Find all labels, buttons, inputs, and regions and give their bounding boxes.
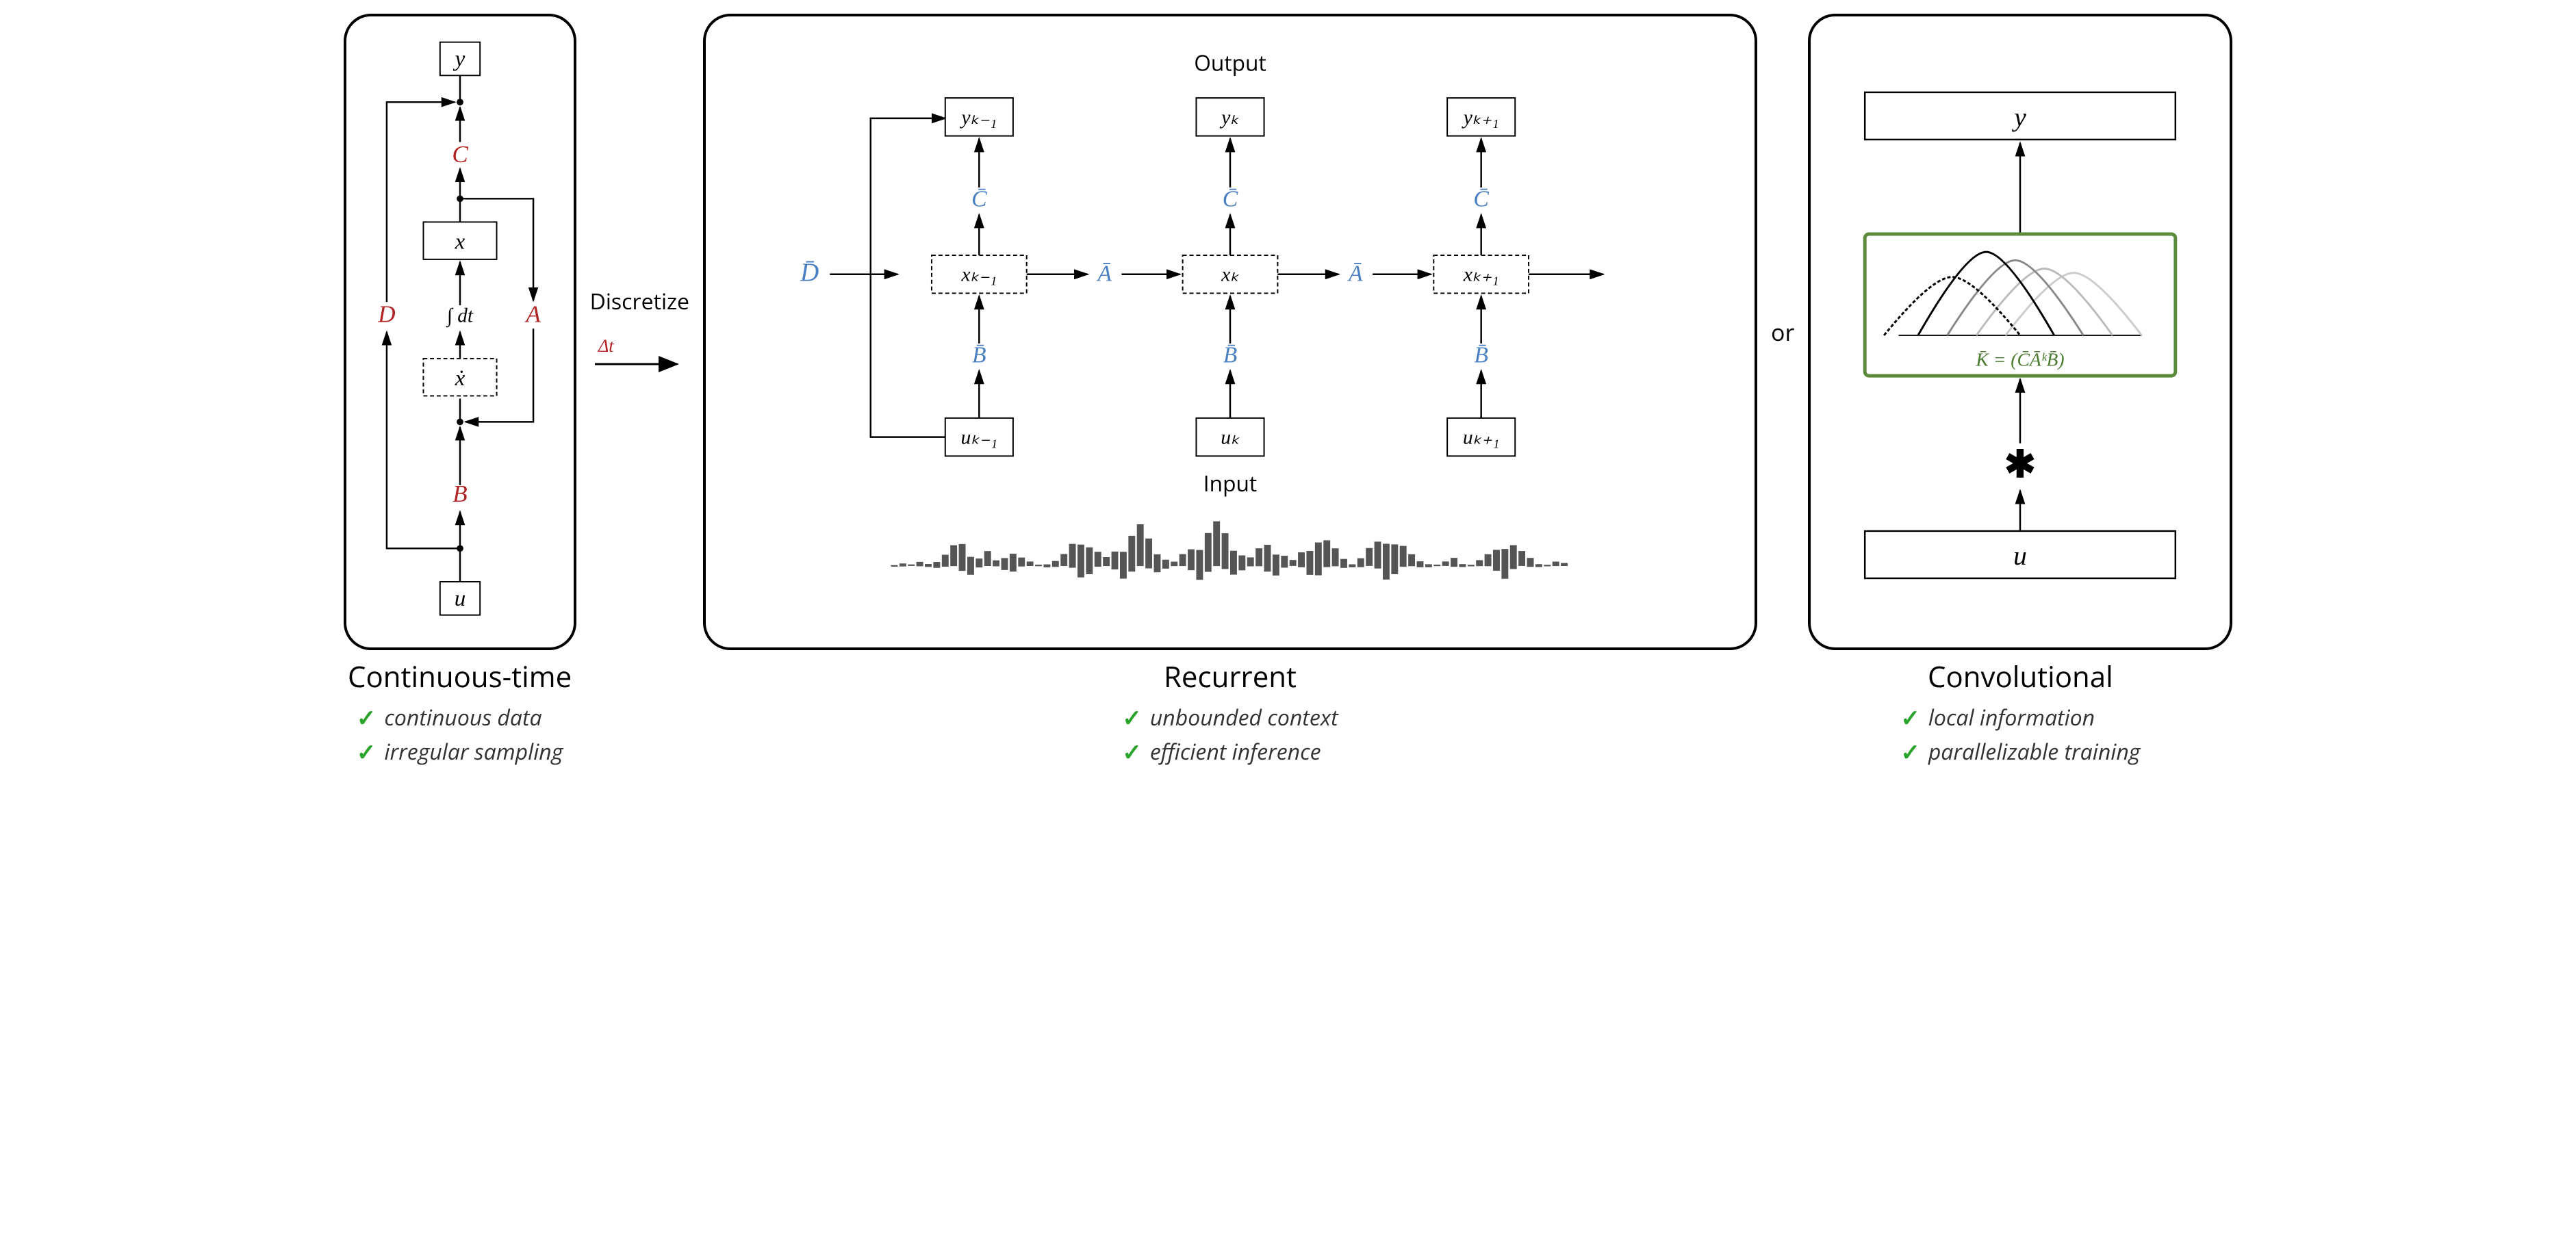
svg-text:C: C xyxy=(452,141,468,168)
bullet-text: continuous data xyxy=(384,703,541,732)
svg-text:xₖ₊₁: xₖ₊₁ xyxy=(1463,264,1499,286)
svg-text:K̄ = (C̄ĀᵏB̄): K̄ = (C̄ĀᵏB̄) xyxy=(1976,348,2065,370)
discretize-label: Discretize xyxy=(590,287,689,316)
svg-text:xₖ₋₁: xₖ₋₁ xyxy=(960,264,997,286)
svg-text:B̄: B̄ xyxy=(1223,343,1238,368)
svg-text:xₖ: xₖ xyxy=(1221,264,1239,286)
convolutional-title: Convolutional xyxy=(1928,657,2113,696)
continuous-bullets: ✓continuous data ✓irregular sampling xyxy=(357,700,563,769)
svg-text:yₖ₋₁: yₖ₋₁ xyxy=(959,107,997,129)
check-icon: ✓ xyxy=(357,701,377,733)
convolutional-panel: y K̄ = (C̄ĀᵏB̄) ✱ u xyxy=(1808,14,2232,650)
svg-text:Ā: Ā xyxy=(1096,261,1112,287)
svg-text:B̄: B̄ xyxy=(972,343,986,368)
conv-star-icon: ✱ xyxy=(2004,437,2036,489)
recurrent-bullets: ✓ unbounded context ✓ efficient inference xyxy=(1122,700,1338,769)
check-icon: ✓ xyxy=(1900,701,1920,733)
svg-text:C̄: C̄ xyxy=(1473,187,1489,212)
discretize-connector: Discretize Δt xyxy=(590,14,689,650)
continuous-panel-column: y u C x ∫ dt ẋ D A B xyxy=(344,14,576,769)
continuous-panel: y u C x ∫ dt ẋ D A B xyxy=(344,14,576,650)
convolutional-panel-column: y K̄ = (C̄ĀᵏB̄) ✱ u Convolutional xyxy=(1808,14,2232,769)
recurrent-diagram: Output Input D̄ yₖ₋₁ C̄ xₖ₋₁ B̄ uₖ₋₁ xyxy=(719,30,1741,634)
svg-text:y: y xyxy=(452,47,465,72)
svg-text:yₖ: yₖ xyxy=(1219,107,1239,129)
bullet-text: local information xyxy=(1928,703,2095,732)
svg-text:u: u xyxy=(454,587,466,611)
recurrent-title: Recurrent xyxy=(1164,657,1297,696)
discretize-arrow: Δt xyxy=(591,337,687,378)
check-icon: ✓ xyxy=(1900,736,1920,767)
recurrent-panel: Output Input D̄ yₖ₋₁ C̄ xₖ₋₁ B̄ uₖ₋₁ xyxy=(703,14,1757,650)
or-connector: or xyxy=(1771,14,1794,650)
svg-text:uₖ₋₁: uₖ₋₁ xyxy=(961,427,998,449)
continuous-title: Continuous-time xyxy=(348,657,572,696)
svg-text:B̄: B̄ xyxy=(1474,343,1488,368)
svg-text:uₖ₊₁: uₖ₊₁ xyxy=(1463,427,1500,449)
continuous-diagram: y u C x ∫ dt ẋ D A B xyxy=(360,30,560,634)
recurrent-panel-column: Output Input D̄ yₖ₋₁ C̄ xₖ₋₁ B̄ uₖ₋₁ xyxy=(703,14,1757,769)
svg-text:Δt: Δt xyxy=(598,337,614,356)
svg-text:D: D xyxy=(377,300,395,327)
or-label: or xyxy=(1771,316,1794,348)
convolutional-bullets: ✓ local information ✓ parallelizable train… xyxy=(1900,700,2140,769)
svg-text:x: x xyxy=(454,229,465,254)
check-icon: ✓ xyxy=(1122,736,1142,767)
svg-text:y: y xyxy=(2012,102,2027,132)
bullet-text: irregular sampling xyxy=(384,737,563,767)
svg-text:D̄: D̄ xyxy=(800,259,819,287)
convolutional-diagram: y K̄ = (C̄ĀᵏB̄) ✱ u xyxy=(1824,30,2216,634)
bullet-text: parallelizable training xyxy=(1928,737,2141,767)
svg-text:uₖ: uₖ xyxy=(1221,427,1240,449)
svg-text:A: A xyxy=(524,300,541,327)
svg-text:Output: Output xyxy=(1194,48,1266,77)
svg-text:∫ dt: ∫ dt xyxy=(446,305,474,327)
check-icon: ✓ xyxy=(1122,701,1142,733)
three-views-layout: y u C x ∫ dt ẋ D A B xyxy=(14,14,2562,769)
svg-text:yₖ₊₁: yₖ₊₁ xyxy=(1462,107,1499,129)
svg-text:u: u xyxy=(2014,541,2028,571)
check-icon: ✓ xyxy=(357,736,377,767)
svg-text:Ā: Ā xyxy=(1347,261,1363,287)
svg-text:C̄: C̄ xyxy=(971,187,987,212)
bullet-text: unbounded context xyxy=(1150,703,1338,732)
bullet-text: efficient inference xyxy=(1150,737,1321,767)
svg-text:ẋ: ẋ xyxy=(454,366,465,391)
svg-text:C̄: C̄ xyxy=(1223,187,1238,212)
svg-text:Input: Input xyxy=(1203,469,1257,498)
